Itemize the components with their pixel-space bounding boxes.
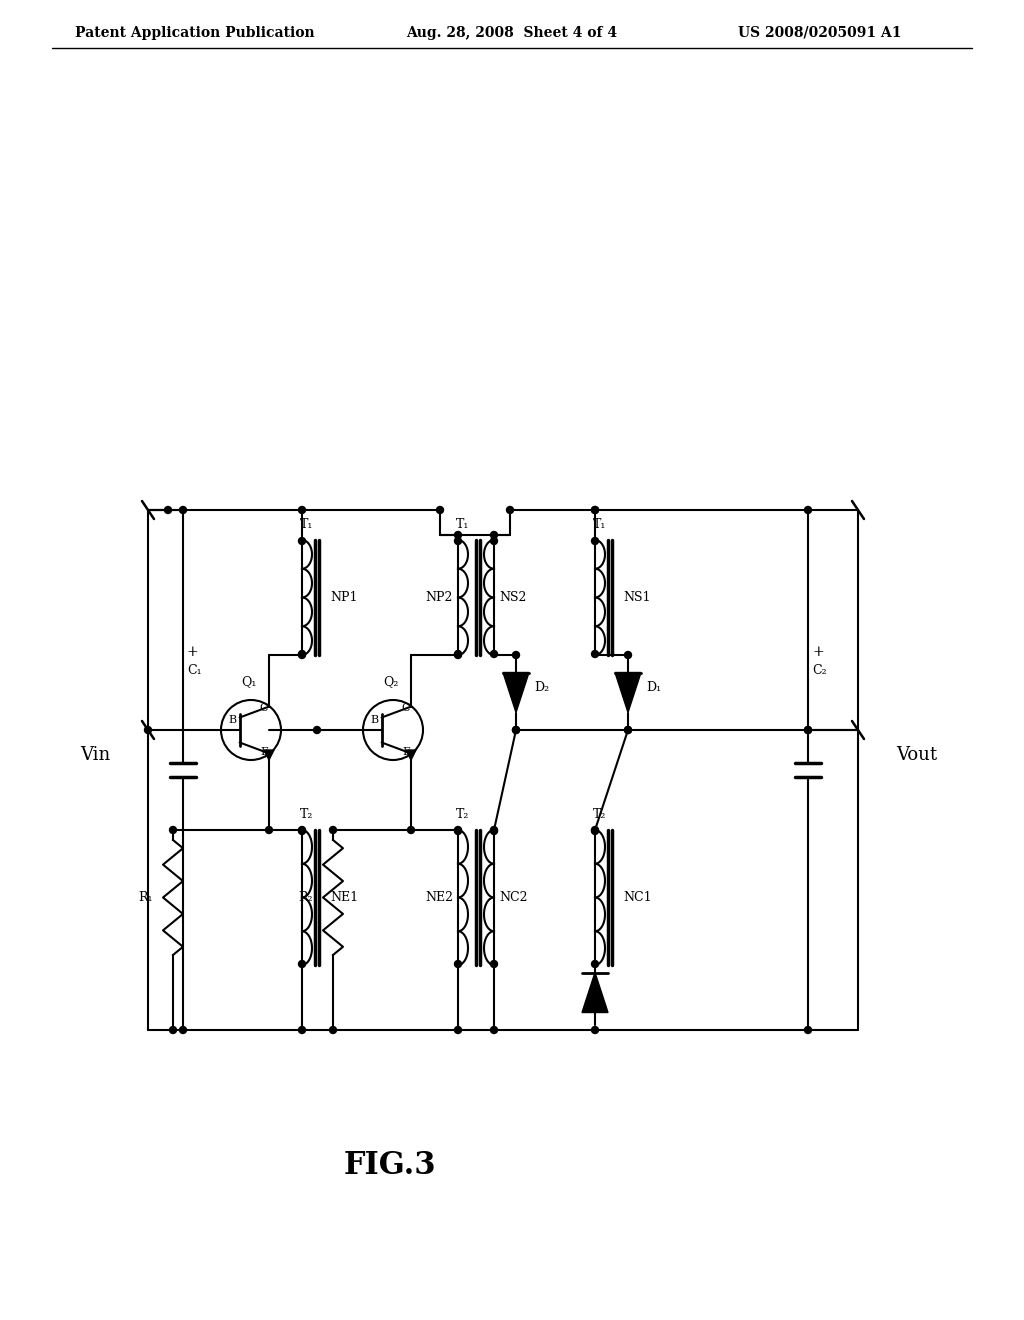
Circle shape [512,652,519,659]
Polygon shape [406,750,416,760]
Circle shape [179,507,186,513]
Circle shape [455,961,462,968]
Text: FIG.3: FIG.3 [344,1150,436,1180]
Text: T₁: T₁ [593,519,606,532]
Text: Q₁: Q₁ [242,676,257,689]
Text: +: + [812,645,823,659]
Text: R₂: R₂ [299,891,313,904]
Circle shape [490,651,498,657]
Text: Q₂: Q₂ [383,676,398,689]
Circle shape [299,828,305,834]
Text: NE1: NE1 [330,891,358,904]
Circle shape [299,652,305,659]
Circle shape [144,726,152,734]
Circle shape [455,651,462,657]
Text: C: C [260,704,268,713]
Circle shape [512,726,519,734]
Circle shape [805,507,811,513]
Text: T₂: T₂ [593,808,606,821]
Circle shape [455,826,462,833]
Circle shape [490,1027,498,1034]
Text: NC1: NC1 [623,891,651,904]
Text: NP2: NP2 [426,591,453,605]
Circle shape [179,1027,186,1034]
Circle shape [313,726,321,734]
Circle shape [299,507,305,513]
Polygon shape [582,973,608,1012]
Text: T₂: T₂ [300,808,313,821]
Circle shape [805,726,811,734]
Text: E: E [260,747,268,756]
Text: D₂: D₂ [534,681,549,694]
Circle shape [455,1027,462,1034]
Text: Vout: Vout [896,746,937,764]
Circle shape [455,652,462,659]
Text: Patent Application Publication: Patent Application Publication [75,26,314,40]
Circle shape [455,532,462,539]
Circle shape [507,507,513,513]
Circle shape [625,652,632,659]
Polygon shape [264,750,274,760]
Circle shape [436,507,443,513]
Circle shape [592,826,598,833]
Circle shape [592,1027,598,1034]
Circle shape [592,961,598,968]
Circle shape [170,1027,176,1034]
Circle shape [592,828,598,834]
Text: C₁: C₁ [187,664,202,677]
Text: D₁: D₁ [646,681,662,694]
Circle shape [455,828,462,834]
Circle shape [592,651,598,657]
Text: +: + [187,645,199,659]
Circle shape [592,507,598,513]
Text: Vin: Vin [80,746,110,764]
Circle shape [490,532,498,539]
Circle shape [592,537,598,544]
Circle shape [299,961,305,968]
Circle shape [625,726,632,734]
Circle shape [490,826,498,833]
Text: NS2: NS2 [499,591,526,605]
Circle shape [805,726,811,734]
Circle shape [625,726,632,734]
Circle shape [330,1027,337,1034]
Text: E: E [402,747,410,756]
Circle shape [330,826,337,833]
Circle shape [299,826,305,833]
Text: NP1: NP1 [330,591,357,605]
Polygon shape [503,672,529,713]
Circle shape [805,1027,811,1034]
Text: NC2: NC2 [499,891,527,904]
Circle shape [170,826,176,833]
Text: T₂: T₂ [457,808,470,821]
Circle shape [455,537,462,544]
Circle shape [299,537,305,544]
Text: US 2008/0205091 A1: US 2008/0205091 A1 [738,26,902,40]
Text: C: C [401,704,411,713]
Circle shape [165,507,171,513]
Circle shape [490,537,498,544]
Text: B: B [370,715,378,725]
Text: Aug. 28, 2008  Sheet 4 of 4: Aug. 28, 2008 Sheet 4 of 4 [407,26,617,40]
Text: B: B [228,715,237,725]
Circle shape [265,826,272,833]
Text: NS1: NS1 [623,591,650,605]
Circle shape [490,961,498,968]
Text: R₁: R₁ [138,891,153,904]
Text: NE2: NE2 [425,891,453,904]
Circle shape [592,507,598,513]
Circle shape [408,826,415,833]
Circle shape [490,828,498,834]
Text: C₂: C₂ [812,664,826,677]
Circle shape [299,651,305,657]
Polygon shape [615,672,641,713]
Circle shape [299,1027,305,1034]
Circle shape [512,726,519,734]
Text: T₁: T₁ [300,519,313,532]
Text: T₁: T₁ [457,519,470,532]
